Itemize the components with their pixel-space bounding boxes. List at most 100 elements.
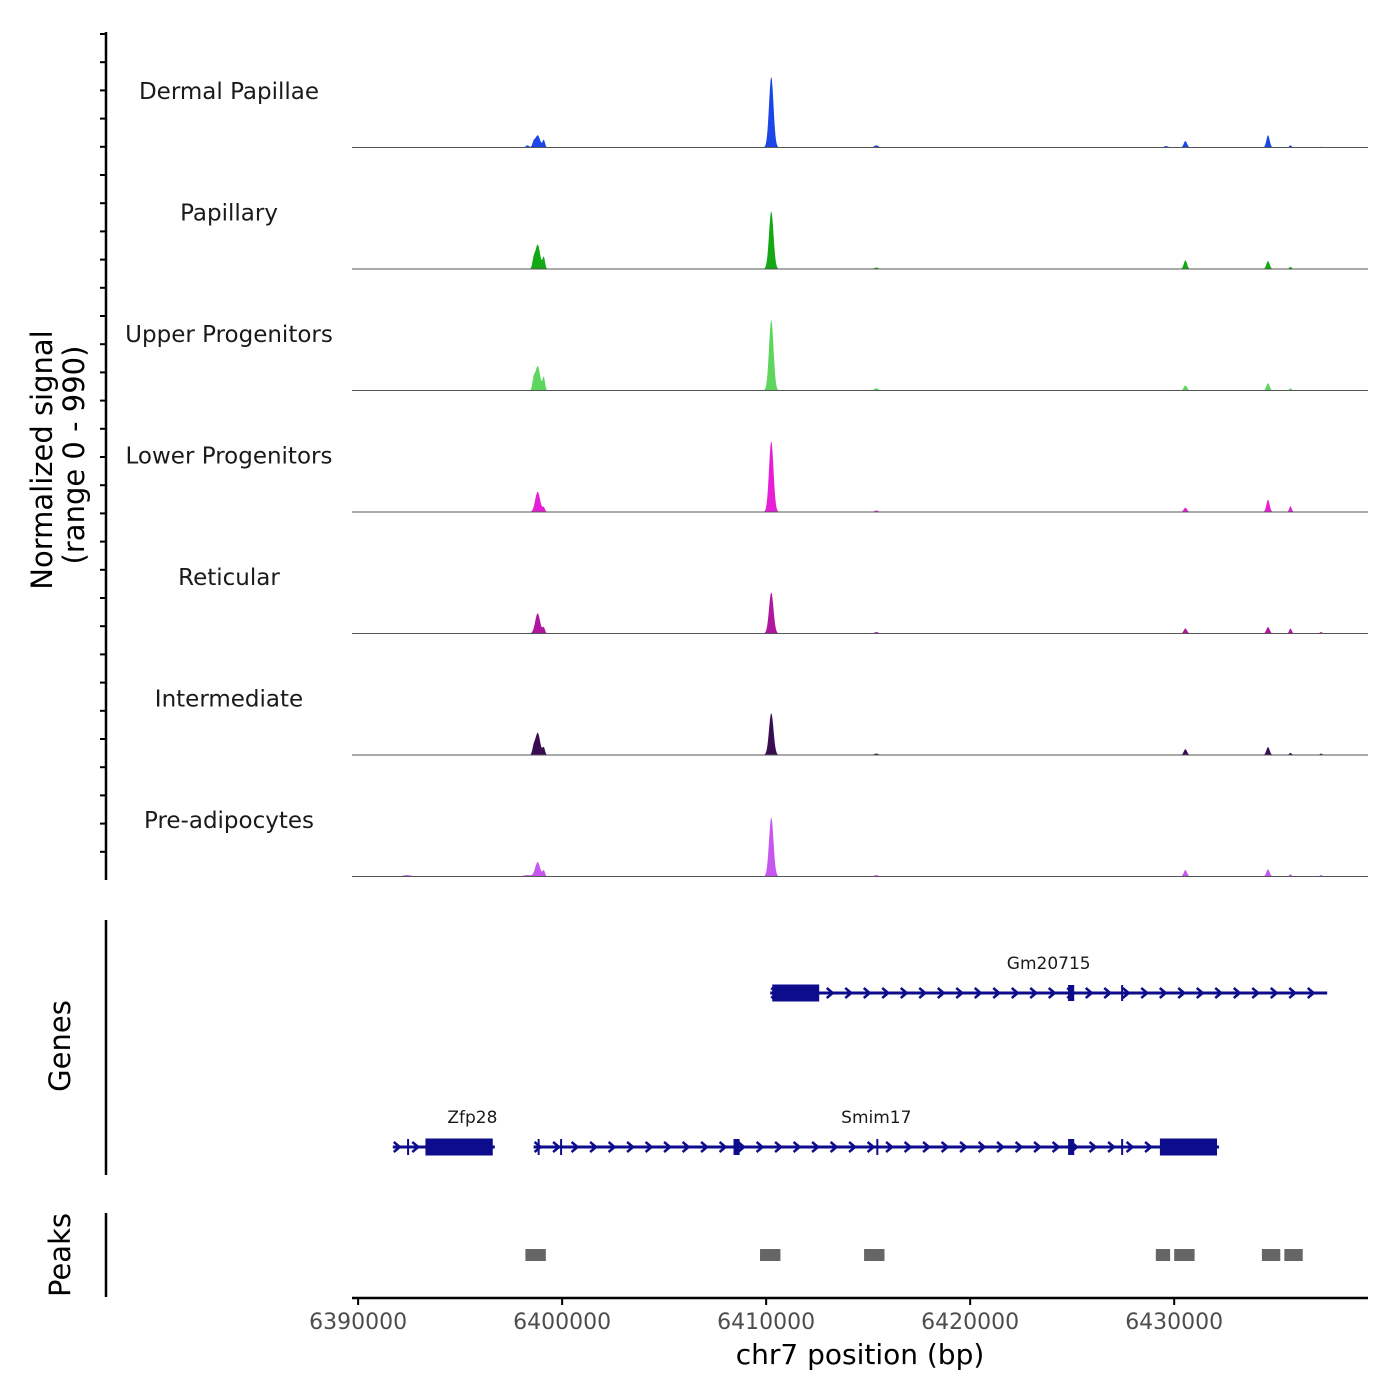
coverage-area: [352, 441, 1368, 512]
strand-arrow: [570, 1141, 580, 1153]
gene-zfp28: Zfp28: [392, 1108, 497, 1156]
gene-label: Gm20715: [1007, 954, 1091, 974]
strand-arrow: [1088, 1141, 1098, 1153]
strand-arrow: [1107, 1141, 1117, 1153]
strand-arrow: [589, 1141, 599, 1153]
coverage-area: [352, 592, 1368, 634]
peak-region: [1284, 1249, 1303, 1261]
track-pre-adipocytes: Pre-adipocytes: [144, 808, 1368, 877]
strand-arrow: [626, 1141, 636, 1153]
strand-arrow: [1195, 987, 1205, 999]
strand-arrow: [1014, 1141, 1024, 1153]
y-axis-title-line1: Normalized signal: [25, 330, 59, 589]
peak-region: [1155, 1249, 1171, 1261]
strand-arrow: [1047, 987, 1057, 999]
signal-y-axis: [100, 32, 108, 880]
track-intermediate: Intermediate: [155, 687, 1368, 756]
strand-arrow: [829, 1141, 839, 1153]
gene-annotation-panel: Gm20715 Zfp28 Smim17: [392, 954, 1328, 1156]
coverage-tracks: Dermal Papillae Papillary Upper Progenitor…: [125, 77, 1368, 877]
strand-arrow: [977, 1141, 987, 1153]
track-label: Upper Progenitors: [125, 322, 333, 348]
peaks-panel-title: Peaks: [43, 1213, 77, 1297]
strand-arrow: [955, 987, 965, 999]
strand-arrow: [700, 1141, 710, 1153]
gene-exon: [425, 1138, 493, 1156]
strand-arrow: [774, 1141, 784, 1153]
strand-arrow: [936, 987, 946, 999]
track-upper-progenitors: Upper Progenitors: [125, 320, 1368, 391]
strand-arrow: [552, 1141, 562, 1153]
coverage-area: [352, 320, 1368, 391]
gene-exon: [407, 1139, 410, 1155]
strand-arrow: [940, 1141, 950, 1153]
track-label: Pre-adipocytes: [144, 808, 314, 834]
x-axis-title: chr7 position (bp): [736, 1338, 985, 1371]
strand-arrow: [755, 1141, 765, 1153]
strand-arrow: [1288, 987, 1298, 999]
strand-arrow: [1125, 1141, 1135, 1153]
strand-arrow: [663, 1141, 673, 1153]
track-label: Reticular: [178, 565, 280, 591]
strand-arrow: [533, 1141, 543, 1153]
strand-arrow: [393, 1141, 402, 1153]
x-tick-label: 6430000: [1125, 1310, 1223, 1335]
track-label: Papillary: [180, 201, 278, 227]
track-label: Lower Progenitors: [126, 444, 333, 470]
strand-arrow: [1010, 987, 1020, 999]
strand-arrow: [885, 1141, 895, 1153]
gene-smim17: Smim17: [533, 1108, 1220, 1156]
strand-arrow: [918, 987, 928, 999]
x-tick-label: 6390000: [309, 1310, 407, 1335]
gene-label: Smim17: [841, 1108, 911, 1128]
strand-arrow: [866, 1141, 876, 1153]
peak-region: [864, 1249, 885, 1261]
strand-arrow: [996, 1141, 1006, 1153]
x-axis: 6390000 6400000 6410000 6420000 6430000: [309, 1296, 1368, 1335]
track-papillary: Papillary: [180, 201, 1368, 270]
peak-region: [1174, 1249, 1195, 1261]
genes-panel-title: Genes: [43, 1000, 77, 1092]
track-label: Intermediate: [155, 687, 303, 713]
strand-arrow: [899, 987, 909, 999]
strand-arrow: [992, 987, 1002, 999]
x-tick-label: 6410000: [717, 1310, 815, 1335]
strand-arrow: [903, 1141, 913, 1153]
strand-arrow: [1158, 987, 1168, 999]
strand-arrow: [1051, 1141, 1061, 1153]
strand-arrow: [825, 987, 835, 999]
strand-arrow: [1269, 987, 1279, 999]
gene-exon: [537, 1139, 540, 1155]
strand-arrow: [737, 1141, 747, 1153]
strand-arrow: [1033, 1141, 1043, 1153]
strand-arrow: [922, 1141, 932, 1153]
peaks-panel: [525, 1249, 1303, 1261]
strand-arrow: [718, 1141, 728, 1153]
gene-exon: [560, 1139, 563, 1155]
gene-exon: [733, 1139, 740, 1155]
strand-arrow: [1232, 987, 1242, 999]
gene-exon: [1068, 1139, 1075, 1155]
strand-arrow: [792, 1141, 802, 1153]
gene-exon: [1121, 1139, 1124, 1155]
strand-arrow: [1084, 987, 1094, 999]
gene-exon: [1159, 1138, 1218, 1156]
y-axis-title-line2: (range 0 - 990): [57, 346, 91, 565]
gene-label: Zfp28: [447, 1108, 497, 1128]
coverage-area: [352, 817, 1368, 877]
peak-region: [525, 1249, 546, 1261]
coverage-area: [352, 211, 1368, 269]
strand-arrow: [1140, 987, 1150, 999]
strand-arrow: [1103, 987, 1113, 999]
strand-arrow: [1029, 987, 1039, 999]
gene-exon: [1121, 985, 1124, 1001]
gene-gm20715: Gm20715: [770, 954, 1328, 1002]
peak-region: [1261, 1249, 1281, 1261]
gene-exon: [1068, 985, 1075, 1001]
track-reticular: Reticular: [178, 565, 1368, 634]
strand-arrow: [811, 1141, 821, 1153]
strand-arrow: [1121, 987, 1131, 999]
track-dermal-papillae: Dermal Papillae: [139, 77, 1368, 148]
x-tick-label: 6420000: [921, 1310, 1019, 1335]
